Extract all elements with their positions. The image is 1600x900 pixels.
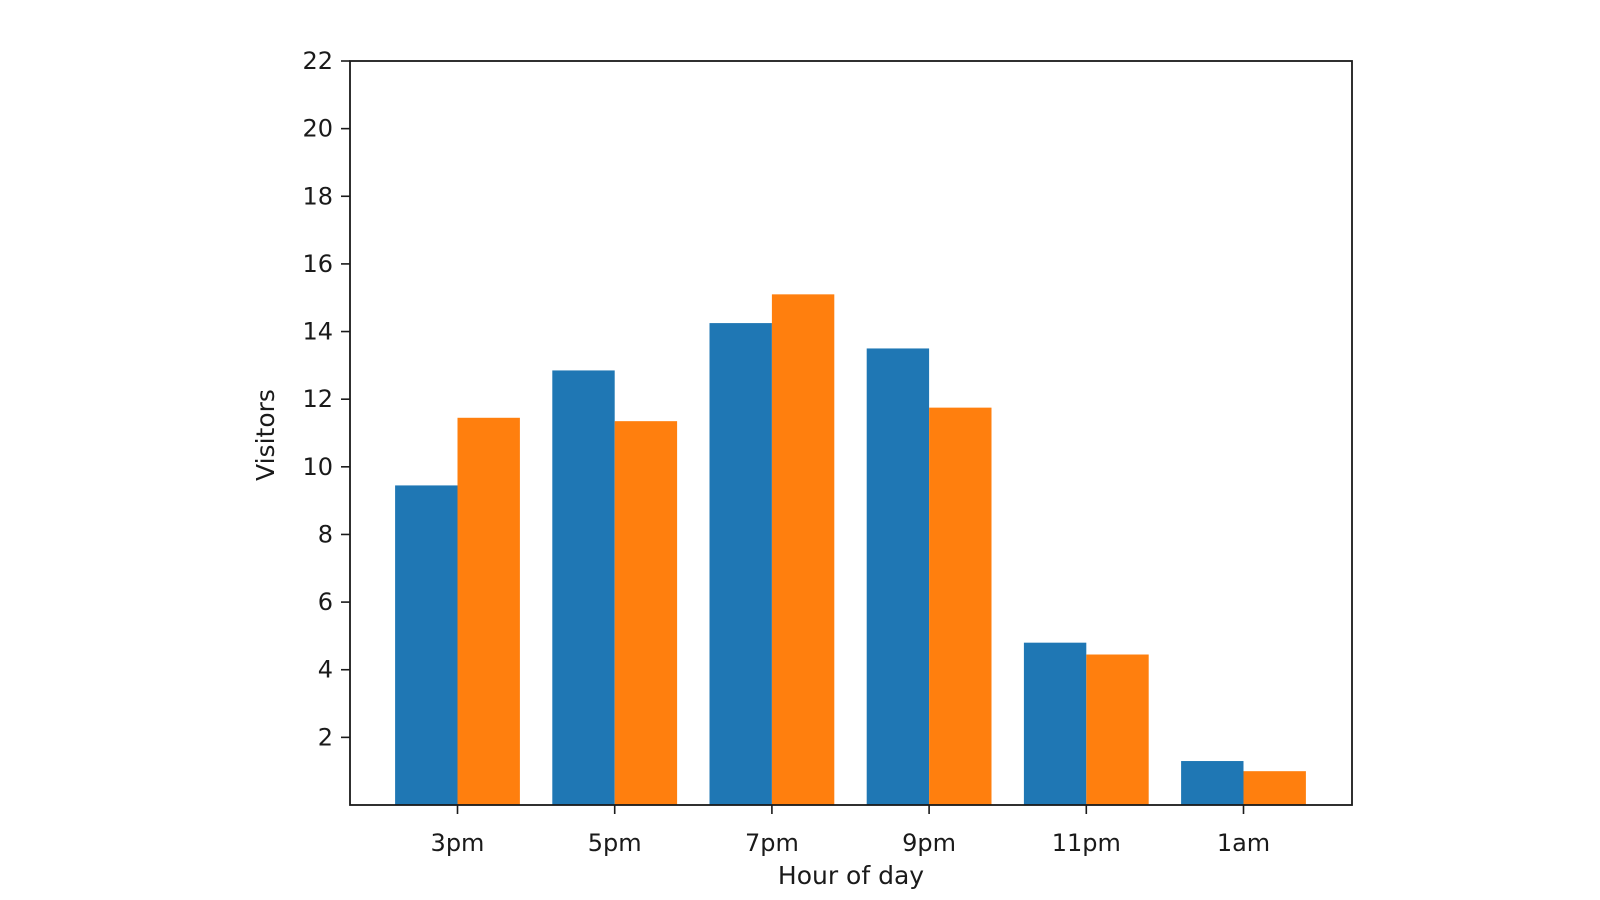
x-axis-label: Hour of day — [778, 861, 924, 890]
bars-layer — [395, 294, 1306, 805]
bar-series2-1am — [1243, 771, 1306, 805]
bar-series2-5pm — [614, 421, 678, 805]
y-tick-label: 6 — [318, 588, 333, 616]
x-tick-label: 5pm — [588, 829, 642, 857]
x-tick-label: 9pm — [902, 829, 956, 857]
bar-series1-1am — [1181, 761, 1244, 805]
x-tick-label: 7pm — [745, 829, 799, 857]
x-tick-label: 1am — [1217, 829, 1270, 857]
y-axis-ticks: 2 4 6 8 10 12 14 16 18 20 22 — [302, 47, 350, 751]
bar-series1-9pm — [866, 348, 930, 805]
bar-series1-11pm — [1023, 642, 1087, 805]
bar-series1-5pm — [552, 370, 615, 805]
y-tick-label: 20 — [302, 115, 333, 143]
y-tick-label: 18 — [302, 182, 333, 210]
bar-series2-7pm — [771, 294, 835, 805]
bar-series2-9pm — [929, 407, 992, 805]
y-tick-label: 12 — [302, 385, 333, 413]
x-axis-ticks: 3pm 5pm 7pm 9pm 11pm 1am — [431, 805, 1270, 857]
y-tick-label: 16 — [302, 250, 333, 278]
x-tick-label: 11pm — [1052, 829, 1121, 857]
plot-frame — [349, 60, 1353, 806]
bar-series1-7pm — [709, 323, 772, 805]
y-tick-label: 8 — [318, 520, 333, 548]
y-tick-label: 4 — [318, 656, 333, 684]
x-tick-label: 3pm — [431, 829, 485, 857]
bar-series1-3pm — [395, 485, 458, 805]
y-tick-label: 10 — [302, 453, 333, 481]
y-tick-label: 22 — [302, 47, 333, 75]
bar-series2-3pm — [457, 417, 520, 805]
y-tick-label: 2 — [318, 723, 333, 751]
y-tick-label: 14 — [302, 318, 333, 346]
y-axis-label: Visitors — [251, 389, 280, 481]
bar-series2-11pm — [1086, 654, 1149, 805]
